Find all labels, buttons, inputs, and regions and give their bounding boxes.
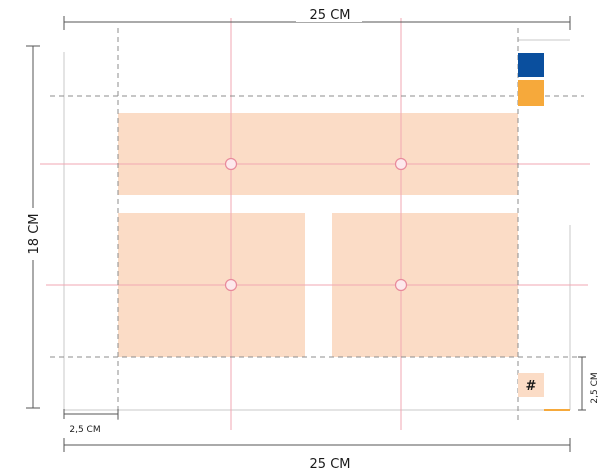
right-margin-dimension: [578, 356, 586, 411]
bottom-width-label: 25 CM: [310, 457, 351, 472]
blue-swatch: [518, 53, 544, 77]
top-width-label: 25 CM: [310, 8, 351, 23]
intersection-marker: [224, 157, 238, 171]
red-guides: [40, 18, 590, 430]
content-blocks: [118, 113, 518, 357]
left-margin-label: 2,5 CM: [69, 425, 100, 435]
left-margin-dimension: [63, 409, 119, 419]
intersection-marker: [224, 278, 238, 292]
intersection-marker: [394, 278, 408, 292]
page-number-symbol: #: [526, 379, 537, 394]
page-outline: [63, 39, 571, 411]
bottom-width-dimension: [63, 438, 571, 452]
top-block: [118, 113, 518, 195]
guide-intersections: [224, 157, 408, 292]
right-margin-label: 2,5 CM: [590, 372, 600, 403]
left-height-label: 18 CM: [27, 214, 42, 255]
page-number-box: [518, 373, 544, 397]
intersection-marker: [394, 157, 408, 171]
orange-swatch: [518, 80, 544, 106]
